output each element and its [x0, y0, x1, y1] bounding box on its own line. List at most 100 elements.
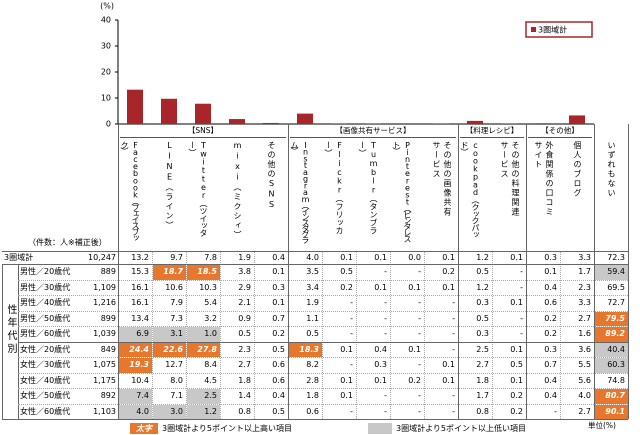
- data-cell: 1.0: [187, 327, 220, 342]
- data-cell: 8.4: [204, 360, 217, 369]
- column-header: いずれもない: [607, 141, 616, 198]
- row-count: 1,039: [93, 329, 116, 338]
- row-line: [2, 419, 628, 420]
- data-cell: 0.1: [442, 282, 455, 292]
- data-cell: 0.5: [340, 267, 353, 276]
- y-axis-label: (%): [100, 2, 114, 11]
- row-line: [18, 295, 628, 296]
- data-cell: 27.8: [187, 342, 220, 357]
- data-cell: -: [384, 313, 387, 323]
- data-cell: -: [418, 298, 421, 307]
- data-cell: 1.1: [306, 313, 319, 323]
- row-label: 女性／60歳代: [20, 406, 71, 416]
- data-cell: 18.5: [187, 265, 220, 280]
- data-cell: 0.1: [442, 375, 455, 385]
- data-cell: 10.4: [131, 375, 149, 385]
- group-underline: [120, 137, 286, 138]
- data-cell: 0.5: [272, 344, 285, 354]
- row-line: [18, 341, 628, 343]
- data-cell: 79.5: [595, 311, 628, 326]
- data-cell: 40.4: [595, 342, 628, 357]
- data-cell: -: [418, 267, 421, 276]
- y-tick-label: 10: [101, 94, 111, 103]
- row-line: [18, 326, 628, 327]
- side-border: [2, 264, 3, 419]
- row-label: 女性／30歳代: [20, 360, 71, 369]
- data-cell: 0.5: [476, 313, 489, 323]
- row-count: 1,109: [93, 282, 116, 292]
- bar: [467, 120, 483, 124]
- row-line: [18, 388, 628, 389]
- group-underline: [528, 137, 592, 138]
- data-cell: 0.5: [272, 406, 285, 416]
- low-swatch: [368, 423, 392, 434]
- data-cell: 0.1: [408, 344, 421, 354]
- data-cell: 0.2: [340, 282, 353, 292]
- data-cell: 2.9: [238, 282, 251, 292]
- column-header: Tumblr（タンブラー）: [358, 141, 378, 235]
- data-cell: 89.2: [595, 327, 628, 342]
- data-cell: 0.6: [306, 406, 319, 416]
- row-label: 男性／50歳代: [20, 313, 71, 323]
- row-label: 男性／20歳代: [20, 267, 71, 276]
- data-cell: 0.4: [374, 344, 387, 354]
- data-cell: 1.2: [187, 404, 220, 419]
- group-separator: [526, 124, 527, 419]
- data-cell: 1.6: [578, 329, 591, 338]
- data-cell: 0.1: [510, 298, 523, 307]
- total-cell: 13.2: [131, 252, 149, 262]
- row-line: [18, 403, 628, 405]
- data-cell: 1.8: [238, 375, 251, 385]
- data-cell: 2.3: [578, 282, 591, 292]
- row-count: 1,103: [93, 406, 116, 416]
- data-cell: 0.1: [442, 360, 455, 369]
- data-cell: 22.6: [153, 342, 186, 357]
- data-cell: 0.2: [408, 375, 421, 385]
- y-tick-label: 40: [101, 16, 111, 25]
- data-cell: 5.5: [578, 360, 591, 369]
- cell-separator: [186, 251, 187, 419]
- column-header: mixi（ミクシィ）: [233, 141, 242, 240]
- data-cell: 3.5: [306, 267, 319, 276]
- data-cell: -: [452, 406, 455, 416]
- group-separator: [594, 124, 595, 419]
- data-cell: 60.3: [595, 358, 628, 373]
- data-cell: 3.6: [578, 344, 591, 354]
- data-cell: 3.4: [306, 282, 319, 292]
- group-separator: [118, 124, 119, 419]
- note-text: 3圏域計より5ポイント以上低い項目: [396, 424, 527, 433]
- data-cell: 0.2: [442, 267, 455, 276]
- data-cell: 2.5: [187, 389, 220, 404]
- data-cell: 0.5: [510, 360, 523, 369]
- cell-separator: [390, 251, 391, 419]
- data-cell: 0.2: [510, 391, 523, 400]
- data-cell: -: [418, 329, 421, 338]
- data-cell: 8.2: [306, 360, 319, 369]
- total-cell: 0.1: [374, 252, 387, 262]
- high-swatch: 太字: [130, 423, 158, 434]
- data-cell: 0.1: [510, 344, 523, 354]
- data-cell: 3.2: [204, 313, 217, 323]
- data-cell: -: [350, 298, 353, 307]
- data-cell: -: [418, 391, 421, 400]
- data-cell: 72.7: [607, 298, 625, 307]
- bar: [263, 122, 279, 124]
- row-line: [18, 357, 628, 358]
- column-header: Flickr（フリッカー）: [324, 141, 344, 235]
- data-cell: 0.4: [272, 391, 285, 400]
- data-cell: 1.2: [476, 282, 489, 292]
- data-cell: 0.1: [374, 282, 387, 292]
- data-cell: -: [452, 298, 455, 307]
- data-cell: 0.4: [544, 375, 557, 385]
- row-line: [18, 372, 628, 374]
- chart: (%) 0 10 20 30 40 3圏域計: [100, 2, 594, 129]
- group-underline: [460, 137, 524, 138]
- total-cell: 0.3: [544, 252, 557, 262]
- data-cell: 2.7: [578, 313, 591, 323]
- data-cell: -: [520, 313, 523, 323]
- side-label: 性年代別: [5, 304, 16, 356]
- data-cell: 0.6: [272, 375, 285, 385]
- note-text: 3圏域計より5ポイント以上高い項目: [162, 424, 293, 433]
- data-cell: 18.3: [289, 342, 322, 357]
